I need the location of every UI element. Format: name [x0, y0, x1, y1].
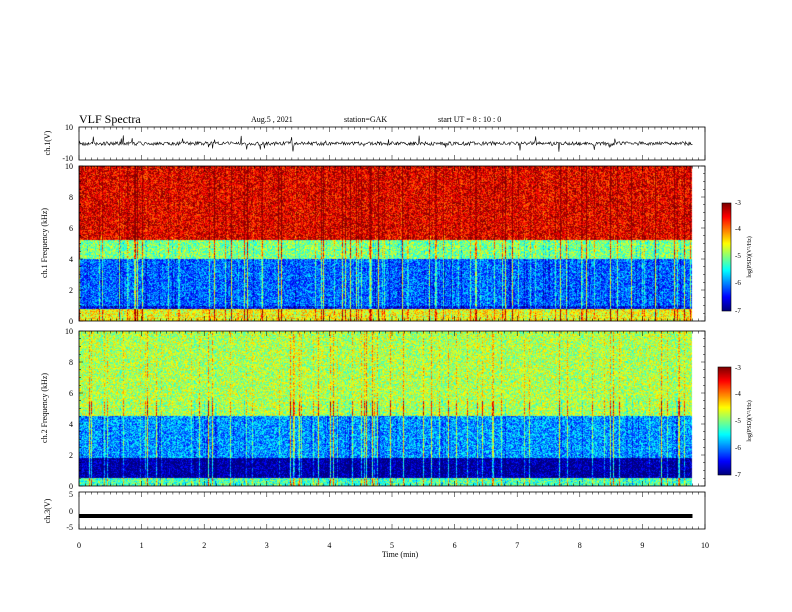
frequency-tick-label: 10	[65, 162, 73, 171]
date-label: Aug.5 , 2021	[251, 115, 293, 124]
ch1-colorbar-tick: -6	[735, 279, 741, 287]
frequency-tick-label: 8	[69, 193, 73, 202]
ch3-ylabel: ch.3(V)	[43, 498, 52, 523]
ch2-colorbar-tick: -6	[735, 444, 741, 452]
time-tick-label: 2	[202, 541, 206, 550]
ch2-spectrogram-image	[79, 331, 705, 486]
ch1-spectrogram-panel: ch.1 Frequency (kHz) 0 2 4 6 8 10 -3 -4 -5 -6…	[40, 162, 753, 326]
ch2-colorbar-tick: -4	[735, 390, 741, 398]
frequency-tick-label: 6	[69, 224, 73, 233]
time-tick-label: 3	[265, 541, 269, 550]
ch2-colorbar-label: log(PSD)(V²/Hz)	[746, 400, 753, 441]
time-tick-label: 0	[77, 541, 81, 550]
frequency-tick-label: 6	[69, 389, 73, 398]
time-axis-label: Time (min)	[382, 550, 419, 559]
ch1-colorbar: -3 -4 -5 -6 -7 log(PSD)(V²/Hz)	[722, 199, 753, 315]
ch3-ytick: 5	[69, 490, 73, 499]
frequency-tick-label: 8	[69, 358, 73, 367]
time-tick-label: 8	[578, 541, 582, 550]
ch2-colorbar-tick: -3	[735, 364, 741, 372]
ch1-colorbar-tick: -3	[735, 199, 741, 207]
time-tick-label: 5	[390, 541, 394, 550]
ch1-colorbar-tick: -7	[735, 307, 741, 315]
time-tick-label: 9	[640, 541, 644, 550]
frequency-tick-label: 4	[69, 255, 73, 264]
time-tick-label: 4	[327, 541, 331, 550]
ch1-waveform-panel: 10 -10 ch.1(V)	[43, 123, 705, 163]
frequency-tick-label: 0	[69, 317, 73, 326]
frequency-tick-label: 10	[65, 327, 73, 336]
frequency-tick-label: 2	[69, 451, 73, 460]
ch2-spectrogram-ylabel: ch.2 Frequency (kHz)	[40, 373, 49, 443]
ch1-spectrogram-ylabel: ch.1 Frequency (kHz)	[40, 208, 49, 278]
start-time-label: start UT = 8 : 10 : 0	[438, 115, 501, 124]
ch3-frame	[79, 492, 705, 529]
ch2-colorbar-tick: -7	[735, 471, 741, 479]
time-tick-label: 10	[701, 541, 709, 550]
ch1-ytick-top: 10	[65, 123, 73, 132]
ch3-panel: 5 0 -5 ch.3(V)	[43, 490, 705, 532]
ch1-colorbar-tick: -4	[735, 225, 741, 233]
ch3-ytick: 0	[69, 507, 73, 516]
ch1-colorbar-image	[722, 203, 731, 311]
frequency-tick-label: 2	[69, 286, 73, 295]
ch1-spectrogram-image	[79, 166, 705, 321]
figure-title: VLF Spectra	[79, 112, 141, 126]
frequency-tick-label: 4	[69, 420, 73, 429]
station-label: station=GAK	[344, 115, 387, 124]
ch2-colorbar-tick: -5	[735, 417, 741, 425]
ch1-waveform-ylabel: ch.1(V)	[43, 130, 52, 155]
ch3-ytick: -5	[66, 523, 73, 532]
time-tick-label: 7	[515, 541, 519, 550]
ch2-colorbar-image	[718, 367, 731, 475]
ch1-colorbar-label: log(PSD)(V²/Hz)	[746, 236, 753, 277]
time-tick-label: 6	[453, 541, 457, 550]
time-tick-label: 1	[140, 541, 144, 550]
ch1-colorbar-tick: -5	[735, 252, 741, 260]
ch2-colorbar: -3 -4 -5 -6 -7 log(PSD)(V²/Hz)	[718, 364, 753, 479]
